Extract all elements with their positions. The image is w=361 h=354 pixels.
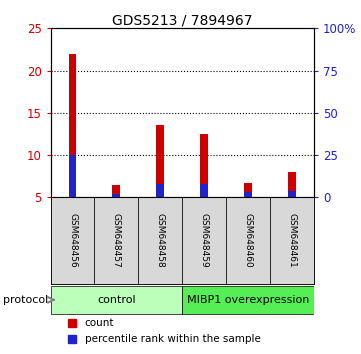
Title: GDS5213 / 7894967: GDS5213 / 7894967 (112, 13, 253, 27)
Text: GSM648458: GSM648458 (156, 213, 165, 268)
Text: percentile rank within the sample: percentile rank within the sample (85, 334, 261, 344)
Bar (113, 184, 120, 197)
Text: control: control (97, 295, 136, 305)
Text: count: count (85, 318, 114, 329)
Text: GSM648456: GSM648456 (68, 213, 77, 268)
Text: MIBP1 overexpression: MIBP1 overexpression (187, 295, 309, 305)
Bar (51, 286, 182, 314)
Bar (288, 190, 296, 197)
Text: GSM648460: GSM648460 (244, 213, 253, 268)
Bar (200, 184, 208, 197)
Bar (156, 184, 164, 197)
Bar (182, 286, 314, 314)
Bar (51, 197, 95, 284)
Bar (270, 197, 314, 284)
Bar (113, 194, 120, 197)
Bar (156, 125, 164, 197)
Text: GSM648459: GSM648459 (200, 213, 209, 268)
Bar (244, 183, 252, 197)
Bar (95, 197, 138, 284)
Bar (138, 197, 182, 284)
Text: GSM648461: GSM648461 (288, 213, 297, 268)
Bar (226, 197, 270, 284)
Bar (288, 172, 296, 197)
Text: GSM648457: GSM648457 (112, 213, 121, 268)
Bar (182, 197, 226, 284)
Bar (69, 155, 77, 197)
Bar (244, 192, 252, 197)
Bar (200, 134, 208, 197)
Bar (69, 54, 77, 197)
Text: protocol: protocol (3, 295, 48, 305)
